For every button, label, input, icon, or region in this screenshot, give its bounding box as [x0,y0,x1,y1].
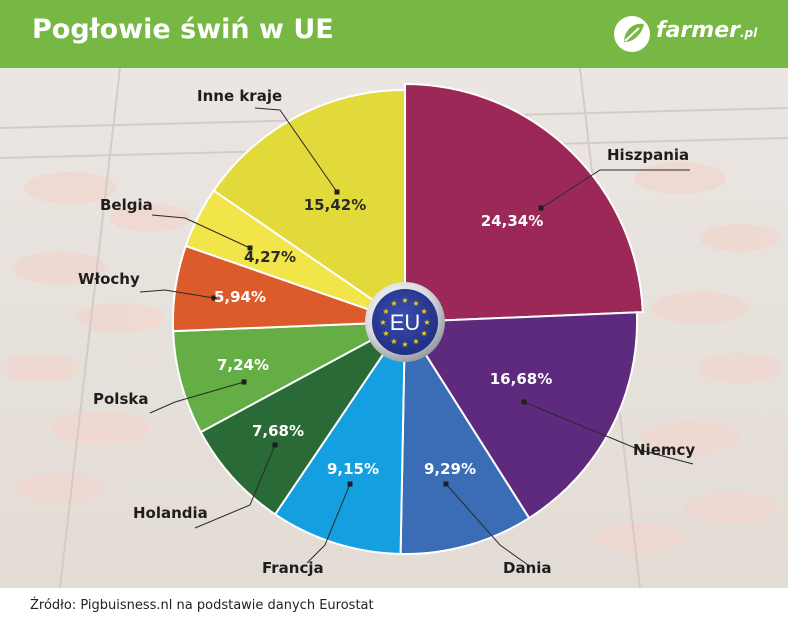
leader-dot-inne-kraje [334,189,340,195]
leader-line-dania [445,483,529,566]
brand-name: farmer.pl [656,18,757,43]
value-label-inne-kraje: 15,42% [304,196,366,214]
leaf-icon [614,16,650,52]
pie-slice-inne-kraje [212,88,406,324]
leader-dot-dania [443,481,449,487]
eu-star-icon: ★ [390,299,397,308]
leader-line-inne-kraje [254,107,338,193]
category-label-belgia: Belgia [100,196,153,214]
category-labels: Hiszpania Niemcy Dania Francja Holandia Polsk… [78,87,695,577]
category-label-francja: Francja [262,559,324,577]
category-label-inne-kraje: Inne kraje [197,87,282,105]
eu-badge-label: EU [390,310,421,335]
brand-logo: farmer.pl [612,12,762,56]
eu-star-icon: ★ [420,329,427,338]
eu-star-icon: ★ [420,307,427,316]
value-label-dania: 9,29% [424,460,476,478]
pie-slice-polska [172,321,406,434]
category-label-niemcy: Niemcy [633,441,695,459]
value-labels: 24,34% 16,68% 9,29% 9,15% 7,68% 7,24% 5,94% 4,2… [214,196,552,478]
value-label-wlochy: 5,94% [214,288,266,306]
pie-slice-niemcy [403,311,639,520]
header-bar: Pogłowie świń w UE farmer.pl [0,0,788,68]
category-label-wlochy: Włochy [78,270,140,288]
eu-star-icon: ★ [379,318,386,327]
eu-star-icon: ★ [412,299,419,308]
eu-star-icon: ★ [401,296,408,305]
leader-dot-polska [241,379,247,385]
pie-slice-holandia [199,321,406,516]
pie-slice-dania [399,318,531,556]
leader-line-hiszpania [540,169,690,209]
eu-badge-disc [372,289,438,355]
eu-star-icon: ★ [382,307,389,316]
page-title: Pogłowie świń w UE [32,14,334,45]
pie-slice-francja [273,318,407,556]
eu-star-icon: ★ [423,318,430,327]
leader-dot-niemcy [521,399,527,405]
value-label-niemcy: 16,68% [490,370,552,388]
leader-line-wlochy [139,289,215,299]
value-label-belgia: 4,27% [244,248,296,266]
leader-line-holandia [194,444,276,529]
brand-suffix: .pl [739,26,758,40]
category-label-holandia: Holandia [133,504,208,522]
leader-line-polska [149,381,245,414]
brand-name-text: farmer [656,18,740,43]
leader-dot-francja [347,481,353,487]
leader-line-niemcy [523,401,694,465]
value-label-polska: 7,24% [217,356,269,374]
leader-line-belgia [151,214,251,249]
pie-slices [171,82,644,556]
leader-dot-wlochy [211,295,217,301]
leader-dot-holandia [272,442,278,448]
leader-dot-belgia [247,245,253,251]
pie-slice-hiszpania [404,82,644,324]
category-label-hiszpania: Hiszpania [607,146,689,164]
eu-star-icon: ★ [412,337,419,346]
value-label-hiszpania: 24,34% [481,212,543,230]
value-label-francja: 9,15% [327,460,379,478]
category-label-polska: Polska [93,390,148,408]
eu-badge: ★ ★★★★★★★★★★★ EU [365,282,445,362]
leader-line-francja [306,483,351,564]
source-note: Źródło: Pigbuisness.nl na podstawie dany… [30,598,374,613]
eu-star-icon: ★ [390,337,397,346]
callout-leaders [139,107,694,566]
eu-stars-icon: ★ ★★★★★★★★★★★ [379,296,430,349]
leader-dot-hiszpania [538,205,544,211]
eu-star-icon: ★ [382,329,389,338]
value-label-holandia: 7,68% [252,422,304,440]
category-label-dania: Dania [503,559,552,577]
eu-star-icon: ★ [401,340,408,349]
